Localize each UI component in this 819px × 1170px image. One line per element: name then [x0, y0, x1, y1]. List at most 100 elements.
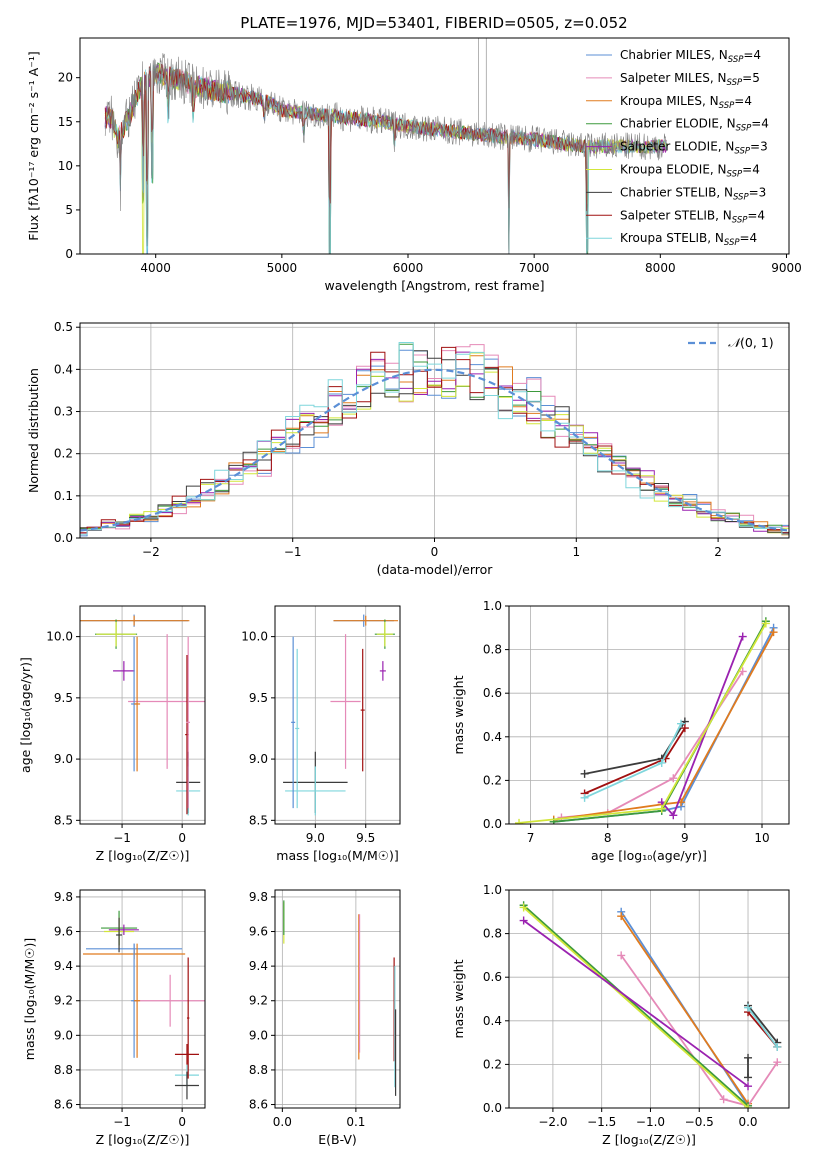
x-tick-label: 8000 [645, 261, 676, 275]
legend-label: Chabrier ELODIE, NSSP=4 [620, 117, 769, 134]
y-axis-label: mass weight [451, 959, 466, 1038]
y-tick-label: 9.2 [54, 994, 73, 1008]
data-point [738, 667, 747, 676]
x-tick-label: −2.0 [538, 1115, 567, 1129]
data-point [580, 793, 589, 802]
series-line [523, 904, 749, 1107]
x-axis-label: mass [log₁₀(M/M☉)] [276, 848, 398, 863]
data-point [677, 719, 686, 728]
y-tick-label: 9.0 [54, 752, 73, 766]
y-tick-label: 9.0 [249, 1028, 268, 1042]
y-axis-label: age [log₁₀(age/yr)] [18, 657, 33, 773]
x-axis-label: Z [log₁₀(Z/Z☉)] [96, 1132, 190, 1147]
y-tick-label: 10 [58, 159, 73, 173]
y-tick-label: 0.6 [483, 686, 502, 700]
x-tick-label: 9.5 [356, 831, 375, 845]
data-point [744, 1053, 753, 1062]
series-line [584, 727, 686, 795]
y-tick-label: 0.2 [54, 447, 73, 461]
x-axis-label: (data-model)/error [377, 562, 494, 577]
mass-vs-z-plot-area [83, 910, 205, 1100]
y-tick-label: 8.5 [249, 813, 268, 827]
data-point [744, 1003, 753, 1012]
histogram-step [80, 351, 789, 534]
x-tick-label: −1.5 [587, 1115, 616, 1129]
spectrum-line [104, 62, 667, 254]
y-tick-label: 8.8 [249, 1063, 268, 1077]
residuals-frame [79, 322, 790, 539]
y-tick-label: 5 [65, 203, 73, 217]
x-tick-label: 1 [572, 545, 580, 559]
spectrum-line [104, 63, 667, 254]
y-tick-label: 9.8 [54, 890, 73, 904]
data-point [657, 804, 666, 813]
y-tick-label: 9.5 [54, 691, 73, 705]
y-tick-label: 10.0 [46, 630, 73, 644]
y-tick-label: 9.5 [249, 691, 268, 705]
data-point [617, 912, 626, 921]
series-line [523, 919, 749, 1087]
y-tick-label: 0.8 [483, 643, 502, 657]
y-tick-label: 8.5 [54, 813, 73, 827]
y-tick-label: 0.0 [483, 1101, 502, 1115]
y-tick-label: 0.3 [54, 405, 73, 419]
histogram-step [80, 346, 789, 534]
spectrum-line [104, 64, 667, 254]
y-tick-label: 0.4 [483, 1014, 502, 1028]
weight-vs-z-plot-area [519, 901, 782, 1108]
y-tick-label: 8.6 [54, 1098, 73, 1112]
spectrum-axes: 4000 5000 6000 7000 8000 9000 0 5 10 15 20 waveleng… [26, 51, 802, 293]
x-tick-label: −1 [113, 1115, 131, 1129]
weight-vs-age-frame [508, 605, 790, 825]
x-tick-label: 2 [714, 545, 722, 559]
y-tick-label: 9.0 [54, 1028, 73, 1042]
series-line [523, 906, 749, 1108]
spectrum-plot-area [104, 38, 667, 254]
x-tick-label: 8 [604, 831, 612, 845]
data-point [519, 903, 528, 912]
weight-vs-z-axes: −2.0 −1.5 −1.0 −0.5 0.0 0.0 0.2 0.4 0.6 0.8 1.0 Z [… [451, 883, 789, 1147]
series-line [518, 622, 767, 824]
y-tick-label: 9.6 [54, 925, 73, 939]
x-tick-label: 0 [178, 1115, 186, 1129]
chart-title: PLATE=1976, MJD=53401, FIBERID=0505, z=0… [240, 14, 627, 32]
y-tick-label: 1.0 [483, 599, 502, 613]
mass-vs-ebv-frame [274, 889, 401, 1109]
x-tick-label: 9 [681, 831, 689, 845]
legend-label: Salpeter MILES, NSSP=5 [620, 71, 760, 88]
y-tick-label: 0.6 [483, 970, 502, 984]
data-point [680, 724, 689, 733]
x-tick-label: 10 [754, 831, 769, 845]
data-point [617, 951, 626, 960]
y-tick-label: 9.6 [249, 925, 268, 939]
y-tick-label: 0.8 [483, 927, 502, 941]
legend-label: Salpeter STELIB, NSSP=4 [620, 208, 765, 225]
series-line [620, 954, 779, 1107]
age-vs-z-axes: −1 0 8.5 9.0 9.5 10.0 Z [log₁₀(Z/Z☉)] age [log₁… [18, 606, 205, 863]
x-tick-label: 0 [431, 545, 439, 559]
series-line [620, 915, 749, 1105]
x-axis-label: Z [log₁₀(Z/Z☉)] [96, 848, 190, 863]
x-tick-label: 6000 [393, 261, 424, 275]
data-point [738, 632, 747, 641]
series-line [747, 1004, 779, 1044]
x-tick-label: −2 [142, 545, 160, 559]
x-tick-label: 7000 [519, 261, 550, 275]
data-point [657, 758, 666, 767]
legend-label: Salpeter ELODIE, NSSP=3 [620, 140, 768, 157]
histogram-step [80, 350, 789, 534]
mass-vs-ebv-plot-area [283, 900, 397, 1096]
x-tick-label: 9.0 [306, 831, 325, 845]
y-tick-label: 0.5 [54, 320, 73, 334]
spectrum-line [104, 63, 667, 254]
age-vs-z-plot-area [80, 614, 205, 816]
legend-label: Kroupa STELIB, NSSP=4 [620, 231, 757, 248]
y-tick-label: 0.2 [483, 773, 502, 787]
y-tick-label: 15 [58, 115, 73, 129]
y-tick-label: 0 [65, 247, 73, 261]
data-point [669, 774, 678, 783]
data-point [744, 1082, 753, 1091]
spectrum-frame [79, 37, 790, 255]
gaussian-curve [80, 368, 789, 532]
